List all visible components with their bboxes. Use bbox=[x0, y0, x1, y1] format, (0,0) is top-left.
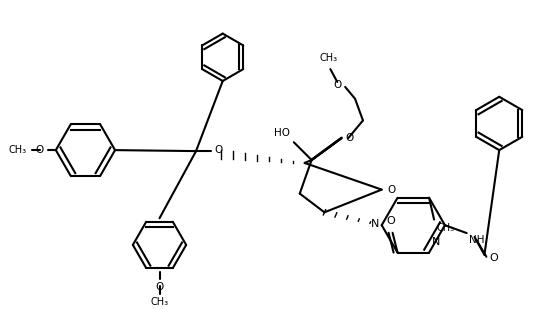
Text: O: O bbox=[489, 253, 498, 263]
Text: N: N bbox=[432, 237, 440, 247]
Text: O: O bbox=[215, 145, 223, 155]
Text: CH₃: CH₃ bbox=[436, 223, 454, 234]
Text: O: O bbox=[36, 145, 44, 155]
Text: O: O bbox=[155, 282, 164, 292]
Text: O: O bbox=[387, 184, 396, 195]
Text: O: O bbox=[386, 216, 395, 226]
Text: CH₃: CH₃ bbox=[150, 297, 169, 307]
Text: N: N bbox=[371, 219, 379, 229]
Text: NH: NH bbox=[468, 235, 484, 245]
Text: HO: HO bbox=[274, 128, 290, 138]
Text: CH₃: CH₃ bbox=[8, 145, 26, 155]
Text: CH₃: CH₃ bbox=[319, 53, 338, 63]
Text: O: O bbox=[333, 80, 341, 90]
Text: O: O bbox=[345, 133, 353, 143]
